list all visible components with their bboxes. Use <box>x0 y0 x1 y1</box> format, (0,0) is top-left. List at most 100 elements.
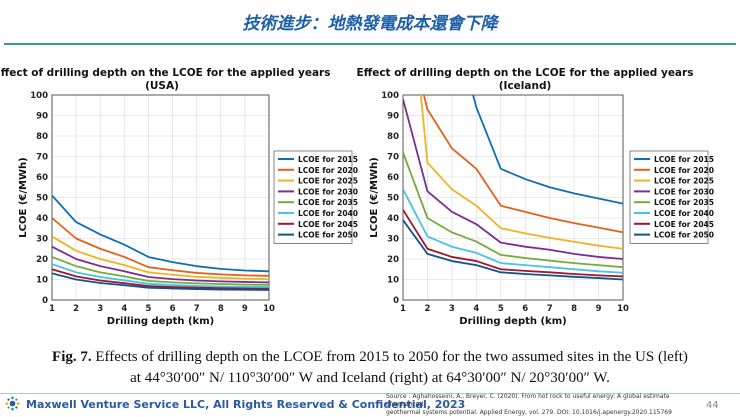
y-axis-label: LCOE (€/MWh) <box>18 157 29 237</box>
x-tick-label: 8 <box>218 304 224 314</box>
legend-label: LCOE for 2035 <box>298 198 358 207</box>
page-number: 44 <box>706 400 719 411</box>
x-tick-label: 10 <box>263 304 275 314</box>
y-tick-label: 60 <box>387 173 399 183</box>
legend-label: LCOE for 2045 <box>654 220 714 229</box>
y-tick-label: 0 <box>393 296 399 306</box>
series-line-lcoe-for-2020 <box>52 217 269 277</box>
source-line-2: geothermal systems potential. Applied En… <box>386 409 672 416</box>
x-tick-label: 2 <box>424 304 430 314</box>
series-group <box>52 194 269 291</box>
series-line-lcoe-for-2015 <box>472 95 623 205</box>
x-tick-label: 9 <box>596 304 602 314</box>
figure-caption: Fig. 7. Effects of drilling depth on the… <box>14 347 726 389</box>
legend-label: LCOE for 2045 <box>298 220 358 229</box>
legend-box <box>273 150 353 244</box>
y-tick-label: 90 <box>36 112 48 122</box>
x-tick-label: 1 <box>49 304 55 314</box>
series-line-lcoe-for-2050 <box>403 219 623 281</box>
chart-subtitle: (USA) <box>145 80 179 92</box>
series-line-lcoe-for-2020 <box>422 95 623 234</box>
source-citation: Source : Aghahosseini, A., Breyer, C. (2… <box>386 393 676 417</box>
series-line-lcoe-for-2040 <box>52 263 269 288</box>
y-tick-label: 40 <box>36 214 48 224</box>
source-line-1: Source : Aghahosseini, A., Breyer, C. (2… <box>386 393 670 408</box>
x-tick-label: 8 <box>571 304 577 314</box>
x-axis-label: Drilling depth (km) <box>107 316 214 327</box>
title-divider <box>4 43 736 45</box>
x-tick-label: 9 <box>242 304 248 314</box>
y-tick-label: 60 <box>36 173 48 183</box>
legend-box <box>629 150 709 244</box>
series-line-lcoe-for-2035 <box>52 256 269 286</box>
legend-label: LCOE for 2025 <box>654 177 714 186</box>
series-line-lcoe-for-2030 <box>403 98 623 260</box>
x-tick-label: 3 <box>97 304 103 314</box>
x-tick-label: 5 <box>145 304 151 314</box>
footer-divider <box>0 393 740 394</box>
legend-label: LCOE for 2040 <box>298 209 358 218</box>
legend-label: LCOE for 2025 <box>298 177 358 186</box>
series-line-lcoe-for-2045 <box>403 209 623 278</box>
y-tick-label: 80 <box>387 132 399 142</box>
x-tick-label: 6 <box>522 304 528 314</box>
y-tick-label: 70 <box>387 153 399 163</box>
legend-label: LCOE for 2030 <box>298 187 358 196</box>
legend-label: LCOE for 2030 <box>654 187 714 196</box>
y-tick-label: 30 <box>387 235 399 245</box>
series-line-lcoe-for-2025 <box>419 95 623 250</box>
legend-label: LCOE for 2015 <box>654 155 714 164</box>
legend-label: LCOE for 2050 <box>298 231 358 240</box>
legend-label: LCOE for 2020 <box>298 166 358 175</box>
series-line-lcoe-for-2050 <box>52 272 269 291</box>
y-axis-label: LCOE (€/MWh) <box>369 157 380 237</box>
x-tick-label: 10 <box>617 304 629 314</box>
x-tick-label: 1 <box>400 304 406 314</box>
y-tick-label: 30 <box>36 235 48 245</box>
y-tick-label: 50 <box>387 194 399 204</box>
x-tick-label: 4 <box>473 304 479 314</box>
y-tick-label: 100 <box>30 91 48 101</box>
y-tick-label: 90 <box>387 112 399 122</box>
plot-frame <box>402 94 624 301</box>
y-tick-label: 70 <box>36 153 48 163</box>
series-line-lcoe-for-2035 <box>403 152 623 269</box>
caption-fig-label: Fig. 7. <box>52 349 92 365</box>
y-tick-label: 80 <box>36 132 48 142</box>
legend-label: LCOE for 2015 <box>298 155 358 164</box>
chart-iceland: Effect of drilling depth on the LCOE for… <box>357 67 714 327</box>
series-line-lcoe-for-2045 <box>52 268 269 290</box>
y-tick-label: 10 <box>36 276 48 286</box>
legend-label: LCOE for 2020 <box>654 166 714 175</box>
y-tick-label: 0 <box>42 296 48 306</box>
y-tick-label: 20 <box>36 255 48 265</box>
y-tick-label: 10 <box>387 276 399 286</box>
slide-title: 技術進步：地熱發電成本還會下降 <box>242 14 498 34</box>
plot-frame <box>51 94 270 301</box>
y-tick-label: 50 <box>36 194 48 204</box>
caption-line-2: at 44°30′00″ N/ 110°30′00″ W and Iceland… <box>130 370 610 386</box>
y-tick-label: 40 <box>387 214 399 224</box>
series-line-lcoe-for-2040 <box>403 188 623 274</box>
legend-label: LCOE for 2050 <box>654 231 714 240</box>
series-line-lcoe-for-2015 <box>52 194 269 273</box>
chart-title: Effect of drilling depth on the LCOE for… <box>357 67 694 79</box>
series-group <box>403 95 623 281</box>
series-line-lcoe-for-2025 <box>52 235 269 280</box>
x-axis-label: Drilling depth (km) <box>459 316 566 327</box>
x-tick-label: 7 <box>194 304 200 314</box>
chart-subtitle: (Iceland) <box>499 80 552 92</box>
x-tick-label: 3 <box>449 304 455 314</box>
x-tick-label: 6 <box>170 304 176 314</box>
legend-label: LCOE for 2040 <box>654 209 714 218</box>
y-tick-label: 20 <box>387 255 399 265</box>
x-tick-label: 7 <box>547 304 553 314</box>
legend-label: LCOE for 2035 <box>654 198 714 207</box>
footer-copyright: Maxwell Venture Service LLC, All Rights … <box>26 398 466 411</box>
chart-usa: Effect of drilling depth on the LCOE for… <box>0 67 358 327</box>
caption-line-1: Effects of drilling depth on the LCOE fr… <box>91 349 688 365</box>
x-tick-label: 2 <box>73 304 79 314</box>
charts-canvas: Effect of drilling depth on the LCOE for… <box>0 67 714 327</box>
